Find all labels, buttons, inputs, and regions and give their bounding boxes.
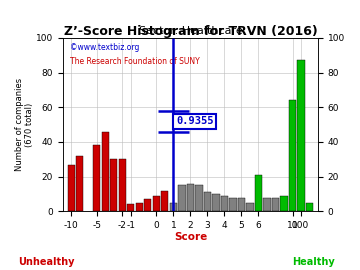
Bar [170,203,177,211]
Bar [306,203,313,211]
Bar [187,184,194,211]
Bar [144,199,152,211]
Text: The Research Foundation of SUNY: The Research Foundation of SUNY [71,57,200,66]
Bar [136,203,143,211]
Bar [102,131,109,211]
Title: Z’-Score Histogram for TRVN (2016): Z’-Score Histogram for TRVN (2016) [63,25,317,38]
Bar [297,60,305,211]
Bar [238,197,245,211]
Bar [93,146,100,211]
Bar [76,156,84,211]
Bar [161,191,168,211]
Bar [221,196,228,211]
Bar [212,194,220,211]
Bar [195,185,203,211]
Bar [153,196,160,211]
Text: Unhealthy: Unhealthy [19,256,75,266]
Bar [229,197,237,211]
Bar [204,192,211,211]
Text: ©www.textbiz.org: ©www.textbiz.org [71,43,140,52]
Bar [272,197,279,211]
Bar [119,159,126,211]
Text: 0.9355: 0.9355 [176,116,213,126]
Bar [280,196,288,211]
Bar [68,164,75,211]
X-axis label: Score: Score [174,231,207,241]
Bar [110,159,117,211]
Bar [289,100,296,211]
Text: Healthy: Healthy [292,256,334,266]
Bar [264,197,271,211]
Bar [127,204,134,211]
Bar [178,185,185,211]
Bar [246,203,253,211]
Y-axis label: Number of companies
(670 total): Number of companies (670 total) [15,78,35,171]
Bar [255,175,262,211]
Text: Sector: Healthcare: Sector: Healthcare [139,26,242,36]
